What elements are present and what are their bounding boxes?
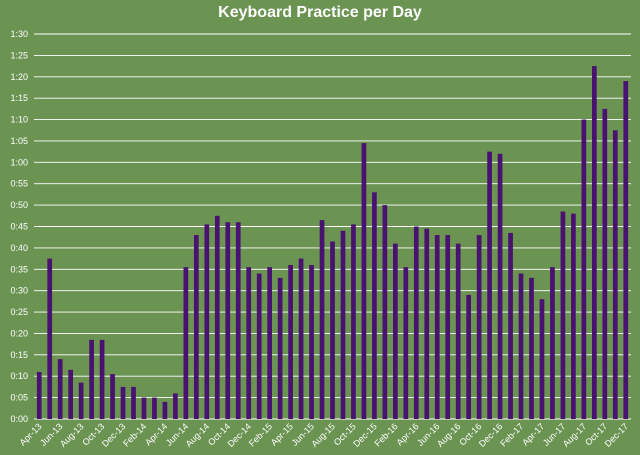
- x-tick-label: Aug-14: [184, 421, 212, 449]
- bar-Feb-14: [141, 397, 147, 419]
- bar-Apr-14: [162, 401, 168, 419]
- bar-Nov-15: [361, 143, 367, 420]
- bar-Aug-16: [455, 243, 461, 419]
- bar-May-15: [298, 258, 304, 419]
- bar-Oct-17: [602, 108, 608, 419]
- bar-Jun-17: [560, 211, 566, 419]
- y-tick-label: 1:20: [10, 72, 28, 82]
- x-tick-label: Feb-17: [498, 421, 525, 448]
- bar-Sep-15: [340, 230, 346, 419]
- bar-Jul-16: [445, 235, 451, 419]
- y-tick-label: 0:40: [10, 243, 28, 253]
- bar-Mar-16: [403, 267, 409, 419]
- bar-Aug-13: [78, 382, 84, 419]
- y-tick-label: 0:30: [10, 286, 28, 296]
- x-tick-label: Feb-15: [247, 421, 274, 448]
- bar-Apr-16: [413, 226, 419, 419]
- bar-Jun-16: [434, 235, 440, 419]
- bar-May-17: [550, 267, 555, 419]
- bar-Sep-14: [214, 215, 220, 419]
- bar-Aug-14: [204, 224, 210, 419]
- bar-Feb-16: [392, 243, 398, 419]
- bar-Mar-14: [152, 397, 157, 419]
- bar-Mar-17: [529, 277, 534, 419]
- bar-Feb-17: [518, 273, 524, 419]
- y-tick-label: 0:50: [10, 200, 28, 210]
- bar-Jan-17: [508, 232, 513, 419]
- x-tick-labels: Apr-13Jun-13Aug-13Oct-13Dec-13Feb-14Apr-…: [17, 421, 630, 449]
- x-tick-label: Aug-13: [58, 421, 86, 449]
- x-tick-label: Aug-15: [309, 421, 337, 449]
- bar-Jul-14: [193, 235, 199, 419]
- bar-Nov-13: [110, 374, 115, 419]
- bar-Sep-13: [89, 339, 94, 419]
- y-tick-label: 1:05: [10, 136, 28, 146]
- bar-Oct-13: [99, 339, 105, 419]
- y-tick-label: 0:05: [10, 393, 28, 403]
- bar-Jul-17: [571, 213, 576, 419]
- bar-Jul-15: [319, 220, 325, 419]
- bar-Dec-17: [623, 81, 629, 420]
- x-tick-label: Feb-16: [373, 421, 400, 448]
- y-tick-label: 0:10: [10, 371, 28, 381]
- chart-title: Keyboard Practice per Day: [218, 4, 422, 21]
- y-tick-label: 1:00: [10, 157, 28, 167]
- bar-Jun-13: [57, 359, 63, 419]
- bars: [36, 66, 629, 420]
- bar-Sep-17: [591, 66, 597, 419]
- y-tick-label: 0:55: [10, 179, 28, 189]
- y-tick-label: 1:10: [10, 115, 28, 125]
- x-tick-label: Aug-17: [561, 421, 589, 449]
- x-tick-label: Aug-16: [435, 421, 463, 449]
- bar-May-13: [47, 258, 53, 419]
- bar-May-14: [173, 393, 178, 419]
- bar-Dec-14: [246, 267, 252, 419]
- bar-Oct-16: [476, 235, 482, 419]
- y-tick-label: 0:25: [10, 307, 28, 317]
- bar-May-16: [424, 228, 430, 419]
- bar-Nov-17: [612, 130, 618, 419]
- bar-Jun-15: [309, 265, 314, 419]
- y-tick-label: 1:30: [10, 29, 28, 39]
- bar-Apr-17: [539, 299, 545, 419]
- bar-Nov-16: [487, 151, 492, 419]
- bar-Aug-17: [581, 119, 587, 420]
- bar-Jun-14: [183, 267, 189, 419]
- bar-Oct-15: [351, 224, 356, 419]
- y-tick-label: 0:35: [10, 264, 28, 274]
- y-tick-label: 1:25: [10, 50, 28, 60]
- x-tick-label: Dec-17: [603, 421, 631, 449]
- bar-Jul-13: [68, 369, 74, 419]
- bar-Nov-14: [235, 222, 241, 419]
- bar-Oct-14: [225, 222, 231, 419]
- y-tick-label: 0:45: [10, 222, 28, 232]
- x-tick-label: Feb-14: [121, 421, 148, 448]
- bar-Jan-16: [382, 205, 388, 419]
- bar-Dec-13: [120, 386, 126, 419]
- bar-Feb-15: [267, 267, 273, 419]
- bar-Apr-13: [36, 371, 42, 419]
- bar-Aug-15: [330, 241, 335, 419]
- bar-Jan-14: [131, 386, 136, 419]
- y-tick-label: 0:20: [10, 328, 28, 338]
- bar-Mar-15: [277, 277, 283, 419]
- y-tick-label: 0:00: [10, 414, 28, 424]
- y-tick-label: 0:15: [10, 350, 28, 360]
- bar-Dec-15: [372, 192, 377, 419]
- bar-Dec-16: [497, 153, 503, 419]
- bar-Jan-15: [256, 273, 262, 419]
- y-tick-label: 1:15: [10, 93, 28, 103]
- y-tick-labels: 0:00 0:05 0:10 0:15 0:20 0:25 0:30 0:35 0:40 0:45…: [10, 29, 28, 424]
- bar-Sep-16: [466, 294, 472, 419]
- bar-Apr-15: [288, 265, 293, 419]
